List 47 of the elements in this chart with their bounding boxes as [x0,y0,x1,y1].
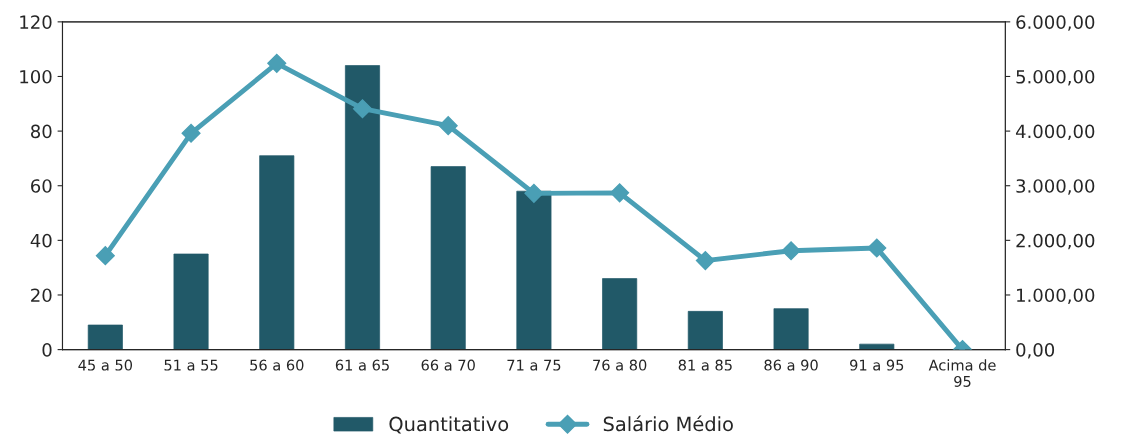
point [781,241,801,261]
point [695,251,715,271]
bar [259,155,295,350]
x-tick-label: Acima de 95 [928,359,996,387]
y-tick-label: 120 [20,15,52,29]
x-tick-label: 51 a 55 [164,359,218,371]
y2-tick-label: 2.000,00 [1016,233,1095,250]
y2-tick-label: 6.000,00 [1016,15,1095,31]
x-tick-label: 66 a 70 [421,359,475,371]
y-tick-label: 20 [31,288,52,303]
point [181,123,201,143]
point [610,183,630,203]
legend-label: Salário Médio [603,415,733,432]
point [438,116,458,136]
bar [430,166,466,350]
y2-tick-label: 0,00 [1016,343,1055,359]
bar [859,343,895,350]
y-tick-label: 80 [31,124,52,139]
y2-tick-label: 4.000,00 [1015,124,1095,141]
y-tick-label: 0 [42,343,52,357]
x-tick-label: 76 a 80 [593,359,647,371]
bar [173,253,209,350]
bar [773,308,809,350]
y2-tick-label: 1.000,00 [1017,288,1095,304]
y2-tick-label: 5.000,00 [1016,69,1095,86]
legend-label: Quantitativo [389,416,509,434]
y-tick-label: 100 [20,69,52,84]
x-tick-label: 45 a 50 [78,359,133,371]
bar [344,65,380,350]
bar [516,190,552,350]
y-tick-label: 60 [31,179,52,193]
bar [87,324,123,350]
x-tick-label: 61 a 65 [335,359,389,371]
bar [602,278,638,350]
y-tick-label: 40 [30,233,52,248]
bar [687,311,723,350]
x-tick-label: 56 a 60 [250,359,304,371]
x-tick-label: 91 a 95 [850,359,904,371]
point [267,53,287,73]
x-tick-label: 86 a 90 [764,359,818,371]
point [524,183,544,203]
point [867,238,887,258]
point [95,246,115,266]
x-tick-label: 71 a 75 [507,359,561,371]
point [352,99,373,119]
y2-tick-label: 3.000,00 [1016,179,1095,195]
x-tick-label: 81 a 85 [678,359,732,371]
